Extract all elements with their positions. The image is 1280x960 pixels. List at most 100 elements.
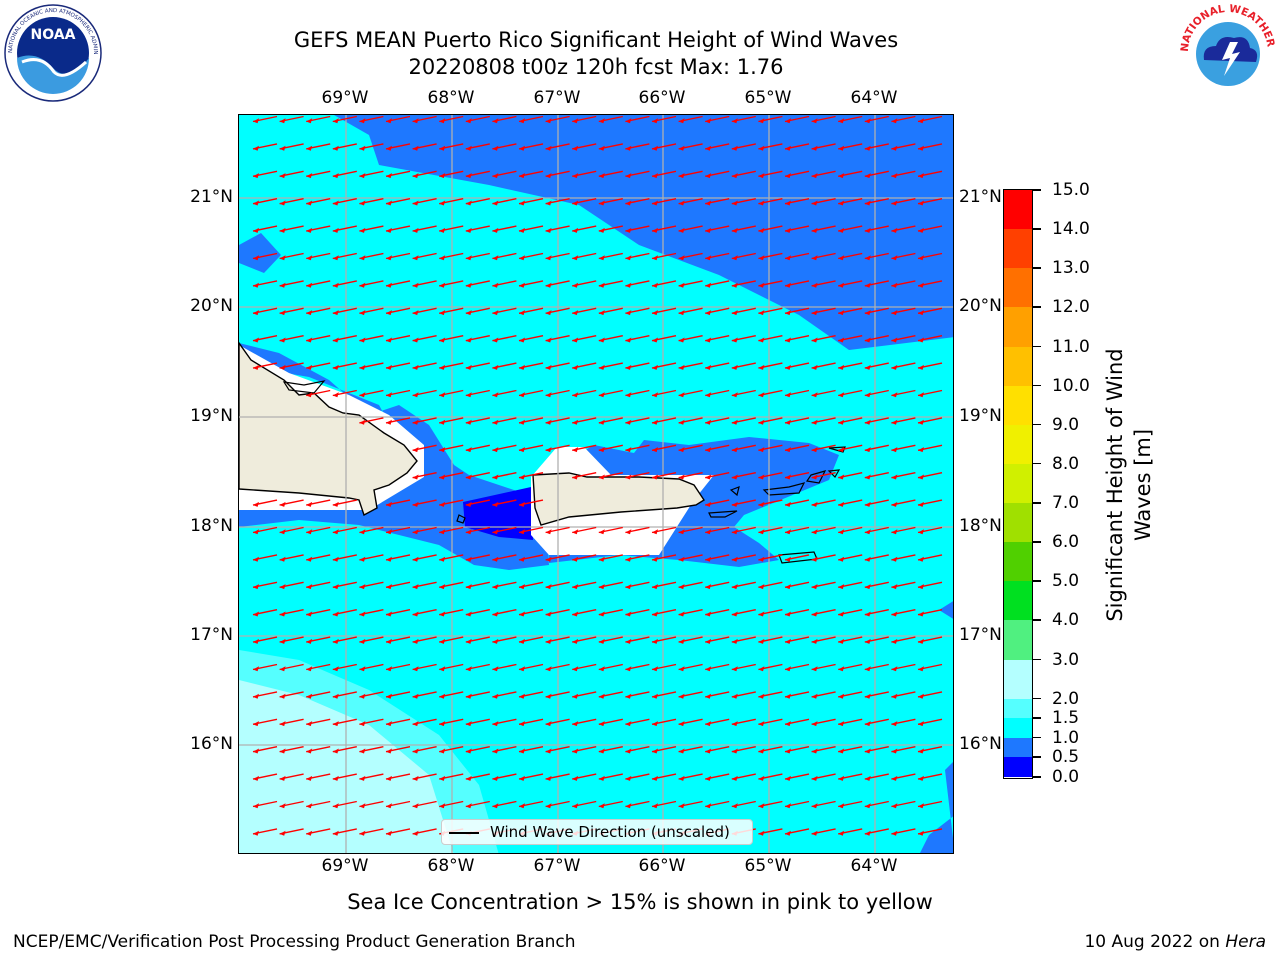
wave-arrow-head [785, 364, 791, 370]
wave-arrow-head [306, 255, 313, 261]
wave-arrow-head [891, 830, 898, 836]
colorbar-tick [1033, 580, 1041, 582]
wave-arrow-head [545, 200, 552, 206]
colorbar-tick [1033, 345, 1041, 348]
wave-arrow-head [332, 364, 339, 370]
wave-arrow-head [811, 337, 818, 343]
colorbar-tick [1033, 502, 1041, 504]
wave-arrow-head [864, 200, 871, 206]
wave-arrow-head [731, 118, 738, 124]
wave-arrow-head [492, 173, 499, 179]
wave-arrow-head [253, 775, 259, 781]
wave-arrow-head [386, 803, 392, 809]
wave-arrow-head [678, 255, 685, 261]
wave-arrow-head [519, 638, 525, 644]
wave-arrow-head [572, 392, 579, 398]
chart-title: GEFS MEAN Puerto Rico Significant Height… [293, 28, 899, 52]
colorbar-title-line1: Significant Height of Wind [1103, 348, 1127, 622]
wave-arrow-head [785, 803, 791, 809]
wave-arrow-head [572, 145, 579, 151]
wave-arrow-head [332, 200, 339, 206]
wave-arrow-head [253, 364, 259, 370]
wave-arrow-head [439, 364, 446, 370]
wave-arrow-head [891, 693, 898, 699]
wave-arrow-head [545, 638, 552, 644]
wave-arrow-head [758, 447, 765, 453]
wave-arrow-head [253, 501, 259, 507]
wave-arrow-head [625, 556, 632, 562]
wave-arrow-head [785, 748, 791, 754]
wave-arrow-head [332, 803, 339, 809]
wave-arrow-head [678, 556, 685, 562]
wave-arrow-head [359, 173, 366, 179]
wave-arrow-head [572, 282, 579, 288]
wave-arrow-head [758, 337, 765, 343]
wave-arrow-head [785, 693, 791, 699]
wave-arrow-head [625, 803, 632, 809]
wave-arrow-head [492, 118, 499, 124]
wave-arrow-head [572, 803, 579, 809]
colorbar-segment [1004, 229, 1032, 269]
wave-arrow-head [785, 392, 791, 398]
wave-arrow-head [492, 337, 499, 343]
colorbar-tick [1033, 306, 1041, 308]
wave-arrow-head [598, 337, 605, 343]
wave-arrow-head [705, 748, 712, 754]
wave-arrow-head [891, 118, 898, 124]
wave-arrow-head [519, 693, 525, 699]
wave-arrow-head [439, 310, 446, 316]
wave-arrow-head [625, 419, 632, 425]
wave-arrow-head [253, 666, 259, 672]
wave-arrow-head [359, 255, 366, 261]
wave-arrow-head [838, 227, 845, 233]
wave-arrow-head [253, 584, 259, 590]
wave-arrow-head [412, 611, 419, 617]
wave-arrow-head [359, 282, 366, 288]
wave-arrow-head [519, 392, 525, 398]
wave-arrow-head [731, 529, 738, 535]
wave-arrow-head [838, 748, 845, 754]
colorbar-segment [1004, 503, 1032, 543]
wave-arrow-head [864, 145, 871, 151]
wave-arrow-head [465, 584, 472, 590]
wave-arrow-head [838, 145, 845, 151]
wave-arrow-head [519, 721, 525, 727]
wave-arrow-head [439, 447, 446, 453]
wave-arrow-head [306, 282, 313, 288]
wave-arrow-head [332, 529, 339, 535]
wave-arrow-head [439, 666, 446, 672]
wave-arrow-head [598, 721, 605, 727]
wave-arrow-head [918, 529, 924, 535]
wave-arrow-head [519, 419, 525, 425]
colorbar-tick-label: 1.0 [1052, 727, 1080, 748]
wave-arrow-head [359, 419, 366, 425]
wave-arrow-head [758, 721, 765, 727]
wave-arrow-head [678, 611, 685, 617]
wave-arrow-head [519, 337, 525, 343]
wave-arrow-head [492, 693, 499, 699]
wave-arrow-head [731, 474, 738, 480]
wave-arrow-head [705, 447, 712, 453]
wave-arrow-head [519, 556, 525, 562]
wave-arrow-head [891, 337, 898, 343]
wave-arrow-head [386, 666, 392, 672]
wave-arrow-head [572, 748, 579, 754]
wave-arrow-head [492, 364, 499, 370]
wave-arrow-head [306, 337, 313, 343]
wave-arrow-head [519, 145, 525, 151]
colorbar-segment [1004, 620, 1032, 660]
wave-arrow-head [785, 721, 791, 727]
colorbar-tick-label: 11.0 [1052, 336, 1090, 357]
wave-arrow-head [918, 501, 924, 507]
wave-arrow-head [731, 200, 738, 206]
wave-arrow-head [625, 392, 632, 398]
wave-arrow-head [519, 803, 525, 809]
wave-arrow-head [545, 145, 552, 151]
wave-arrow-head [572, 638, 579, 644]
wave-arrow-head [492, 775, 499, 781]
wave-arrow-head [678, 721, 685, 727]
wave-arrow-head [785, 830, 791, 836]
wave-arrow-head [359, 584, 366, 590]
wave-arrow-head [412, 255, 419, 261]
wave-arrow-head [572, 721, 579, 727]
